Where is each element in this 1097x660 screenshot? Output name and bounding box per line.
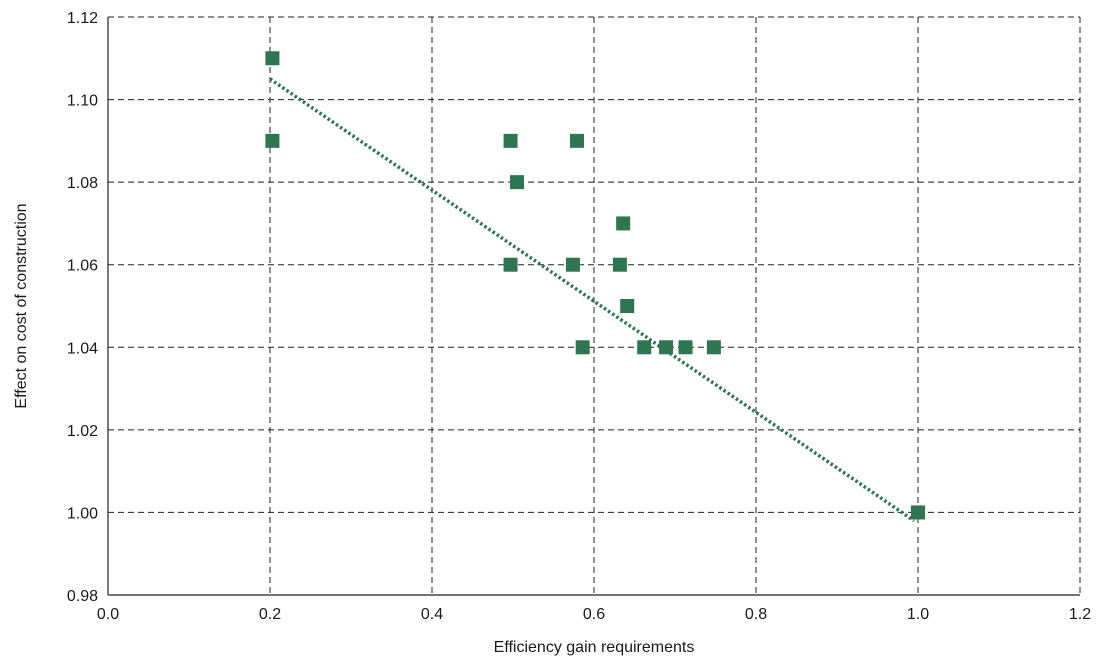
data-point (637, 340, 652, 355)
data-point (678, 340, 693, 355)
data-point (620, 299, 635, 313)
x-axis-title: Efficiency gain requirements (494, 639, 695, 656)
data-point (911, 505, 925, 520)
y-tick-labels: 0.98 1.00 1.02 1.04 1.06 1.08 1.10 1.12 (67, 10, 98, 605)
data-point (265, 51, 280, 66)
y-tick-label: 1.08 (67, 175, 98, 192)
y-tick-label: 1.04 (67, 340, 98, 357)
data-point (510, 175, 525, 190)
y-tick-label: 1.06 (67, 258, 98, 275)
y-tick-label: 1.00 (67, 505, 98, 522)
data-point (503, 133, 518, 148)
y-axis-title: Effect on cost of construction (13, 203, 30, 408)
x-tick-label: 1.0 (907, 606, 929, 623)
y-tick-label: 1.10 (67, 93, 98, 110)
data-point (565, 257, 580, 272)
y-tick-label: 0.98 (67, 588, 98, 605)
points-layer (265, 51, 925, 520)
data-point (265, 133, 280, 148)
data-point (616, 216, 631, 231)
data-point (706, 340, 721, 355)
x-tick-labels: 0.0 0.2 0.4 0.6 0.8 1.0 1.2 (97, 606, 1091, 623)
x-tick-label: 0.4 (421, 606, 443, 623)
y-tick-label: 1.12 (67, 10, 98, 27)
data-point (612, 257, 627, 272)
grid-lines (108, 16, 1081, 595)
data-point (659, 340, 674, 355)
trendline (269, 77, 915, 523)
trendline-layer (269, 77, 915, 523)
x-tick-label: 0.2 (259, 606, 281, 623)
x-tick-label: 0.6 (583, 606, 605, 623)
axes (107, 17, 1080, 596)
x-tick-label: 0.8 (745, 606, 767, 623)
data-point (503, 257, 518, 272)
x-tick-label: 1.2 (1069, 606, 1091, 623)
y-tick-label: 1.02 (67, 423, 98, 440)
data-point (575, 340, 590, 355)
data-point (569, 133, 584, 148)
x-tick-label: 0.0 (97, 606, 119, 623)
